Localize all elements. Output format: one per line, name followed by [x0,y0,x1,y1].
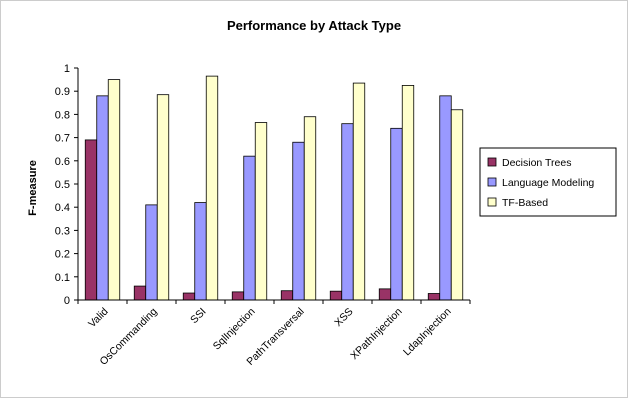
bar-language-modeling-pathtransversal [292,141,305,301]
bar-tf-based-xpathinjection [401,85,415,301]
legend-label: Language Modeling [502,177,594,189]
bar-language-modeling-ldapinjection [439,95,452,301]
bar-tf-based-ldapinjection [450,109,464,301]
bar-language-modeling-valid [96,95,109,301]
bar-decision-trees-valid [84,139,98,301]
legend-swatch [487,177,497,187]
bar-tf-based-sqlinjection [254,122,268,301]
bar-decision-trees-ssi [182,292,196,301]
legend-label: TF-Based [502,197,548,209]
bar-language-modeling-xss [341,123,354,301]
bar-series [84,75,464,301]
bar-language-modeling-ssi [194,202,207,301]
y-tick-label: 0.6 [55,156,70,168]
bar-decision-trees-oscommanding [133,285,147,301]
bar-tf-based-valid [107,79,121,301]
bar-decision-trees-xss [329,290,343,301]
bar-tf-based-xss [352,82,366,301]
axes [77,68,471,304]
bar-language-modeling-xpathinjection [390,127,403,301]
legend-label: Decision Trees [502,157,571,169]
chart-title: Performance by Attack Type [227,18,401,33]
bar-language-modeling-oscommanding [145,204,158,301]
y-axis-ticks: 0 0.1 0.2 0.3 0.4 0.5 0.6 0.7 0.8 0.9 1 [55,63,78,307]
bar-language-modeling-sqlinjection [243,155,256,301]
y-tick-label: 0.4 [55,202,70,214]
bar-decision-trees-pathtransversal [280,290,294,301]
bar-tf-based-ssi [205,75,219,301]
legend-swatch [487,157,497,167]
bar-decision-trees-sqlinjection [231,291,245,301]
y-tick-label: 0.5 [55,179,70,191]
legend-box [479,147,617,217]
y-tick-label: 0.9 [55,86,70,98]
y-tick-label: 0.1 [55,272,70,284]
y-tick-label: 0.8 [55,109,70,121]
bar-decision-trees-xpathinjection [378,288,392,301]
y-tick-label: 0.3 [55,225,70,237]
bar-tf-based-pathtransversal [303,116,317,301]
legend: Decision Trees Language Modeling TF-Based [479,147,617,217]
y-tick-label: 0.7 [55,133,70,145]
bar-tf-based-oscommanding [156,94,170,301]
y-tick-label: 1 [64,63,70,75]
bar-decision-trees-ldapinjection [427,293,441,301]
y-tick-label: 0.2 [55,249,70,261]
legend-swatch [487,197,497,207]
y-axis-label: F-measure [27,160,39,216]
y-tick-label: 0 [64,295,70,307]
